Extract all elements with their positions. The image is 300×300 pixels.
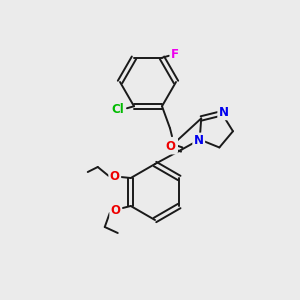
Text: Cl: Cl: [112, 103, 124, 116]
Text: N: N: [219, 106, 229, 119]
Text: S: S: [167, 139, 176, 152]
Text: N: N: [194, 134, 204, 147]
Text: O: O: [166, 140, 176, 153]
Text: F: F: [171, 48, 179, 61]
Text: O: O: [111, 205, 121, 218]
Text: O: O: [110, 169, 120, 182]
